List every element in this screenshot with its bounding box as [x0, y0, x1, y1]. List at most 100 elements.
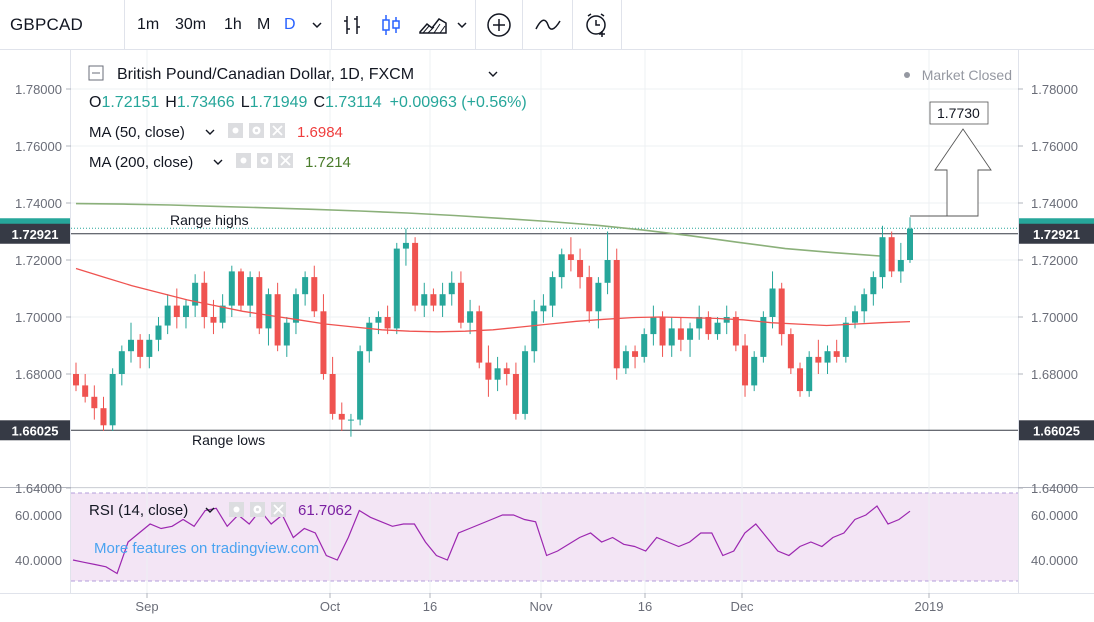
interval-month[interactable]: M — [257, 16, 271, 33]
candle-body — [586, 277, 593, 312]
gear-icon[interactable] — [250, 502, 265, 517]
chart-canvas[interactable]: 1.78000 1.76000 1.74000 1.72000 1.70000 1.680… — [0, 50, 1094, 622]
time-tick-label: Nov — [529, 599, 553, 614]
candle-body — [641, 334, 648, 357]
candle-body — [256, 277, 263, 329]
candle-body — [439, 294, 446, 306]
target-label-box[interactable] — [929, 101, 989, 125]
compare-plus-icon[interactable] — [486, 9, 512, 41]
time-axis[interactable]: Sep Oct 16 Nov 16 Dec 2019 — [135, 593, 943, 614]
toolbar-divider — [124, 0, 125, 50]
candle-body — [366, 322, 373, 352]
candle-body — [430, 294, 437, 306]
candle-body — [467, 311, 474, 323]
ma200-line[interactable] — [75, 202, 881, 257]
ma50-line[interactable] — [75, 267, 911, 333]
interval-day[interactable]: D — [284, 16, 296, 33]
close-icon[interactable] — [278, 153, 293, 168]
interval-1m[interactable]: 1m — [137, 16, 160, 33]
interval-1h[interactable]: 1h — [224, 16, 242, 33]
target-arrow[interactable] — [910, 128, 992, 217]
ma200-value: 1.7214 — [305, 154, 351, 171]
candle-body — [677, 328, 684, 340]
rsi-tick-label: 40.0000 — [1031, 553, 1078, 568]
candle-body — [274, 294, 281, 346]
rsi-band — [71, 493, 1018, 581]
candle-body — [879, 237, 886, 278]
area-style-icon[interactable] — [418, 9, 448, 41]
price-tick-label: 1.72000 — [15, 253, 62, 268]
rsi-scale-right[interactable]: 60.0000 40.0000 — [1031, 508, 1078, 568]
candle-body — [732, 317, 739, 346]
right-price-scale[interactable]: 1.78000 1.76000 1.74000 1.72000 1.70000 1.680… — [1018, 82, 1094, 496]
candle-body — [457, 282, 464, 323]
chevron-down-icon[interactable] — [455, 9, 469, 41]
tradingview-watermark[interactable]: More features on tradingview.com — [94, 540, 319, 557]
interval-30m[interactable]: 30m — [175, 16, 207, 33]
gear-icon[interactable] — [249, 123, 264, 138]
eye-icon[interactable] — [236, 153, 251, 168]
candle-body — [632, 351, 639, 357]
candle-body — [137, 339, 144, 357]
eye-icon[interactable] — [229, 502, 244, 517]
collapse-icon[interactable] — [88, 65, 104, 81]
candle-body — [228, 271, 235, 306]
candle-body — [302, 277, 309, 295]
rsi-scale-left[interactable]: 60.0000 40.0000 — [15, 508, 62, 568]
candle-body — [650, 317, 657, 335]
close-icon[interactable] — [271, 502, 286, 517]
rsi-legend: RSI (14, close) 61.7062 — [89, 502, 352, 519]
chevron-down-icon[interactable] — [213, 159, 223, 165]
candle-body — [897, 260, 904, 272]
candle-body — [558, 254, 565, 278]
candle-body — [806, 356, 813, 392]
candle-body — [192, 282, 199, 306]
gear-icon[interactable] — [257, 153, 272, 168]
candle-body — [421, 294, 428, 306]
symbol-search[interactable]: GBPCAD — [10, 15, 83, 34]
time-axis-border — [0, 593, 1094, 594]
eye-icon[interactable] — [228, 123, 243, 138]
rsi-legend-label[interactable]: RSI (14, close) — [89, 502, 188, 519]
candle-body — [494, 368, 501, 380]
alert-icon[interactable] — [583, 9, 611, 41]
time-tick-label: Sep — [135, 599, 158, 614]
time-tick-label: Oct — [320, 599, 341, 614]
toolbar-divider — [522, 0, 523, 50]
bar-style-icon[interactable] — [341, 9, 365, 41]
candle-body — [182, 305, 189, 317]
candles[interactable] — [73, 217, 913, 437]
candle-style-icon[interactable] — [379, 9, 403, 41]
candle-body — [73, 374, 79, 386]
price-tick-label: 1.68000 — [15, 367, 62, 382]
candle-body — [742, 345, 749, 386]
candle-body — [219, 305, 226, 323]
candle-body — [714, 322, 721, 335]
ohlc-readout: O1.72151 H1.73466 L1.71949 C1.73114 +0.00963… — [89, 94, 527, 111]
ma50-legend-label[interactable]: MA (50, close) — [89, 124, 185, 141]
left-price-scale[interactable]: 1.78000 1.76000 1.74000 1.72000 1.70000 1.680… — [0, 82, 71, 496]
indicators-icon[interactable] — [534, 9, 562, 41]
series-title[interactable]: British Pound/Canadian Dollar, 1D, FXCM — [117, 66, 414, 83]
candle-body — [164, 305, 171, 326]
candle-body — [668, 328, 675, 346]
candle-body — [888, 237, 895, 272]
chevron-down-icon[interactable] — [205, 129, 215, 135]
candle-body — [907, 228, 913, 260]
candle-body — [412, 242, 419, 306]
candle-body — [613, 260, 620, 369]
time-tick-label: 16 — [423, 599, 437, 614]
candle-body — [320, 311, 327, 374]
price-marker — [0, 223, 70, 244]
close-icon[interactable] — [270, 123, 285, 138]
chevron-down-icon[interactable] — [310, 9, 324, 41]
candle-body — [393, 248, 400, 329]
candle-body — [237, 271, 244, 306]
time-tick-label: Dec — [730, 599, 754, 614]
ma200-legend-label[interactable]: MA (200, close) — [89, 154, 193, 171]
price-tick-label: 1.68000 — [1031, 367, 1078, 382]
candle-body — [687, 328, 694, 340]
chevron-down-icon[interactable] — [488, 71, 498, 77]
chevron-down-icon[interactable] — [205, 507, 215, 513]
grid — [71, 50, 1018, 593]
